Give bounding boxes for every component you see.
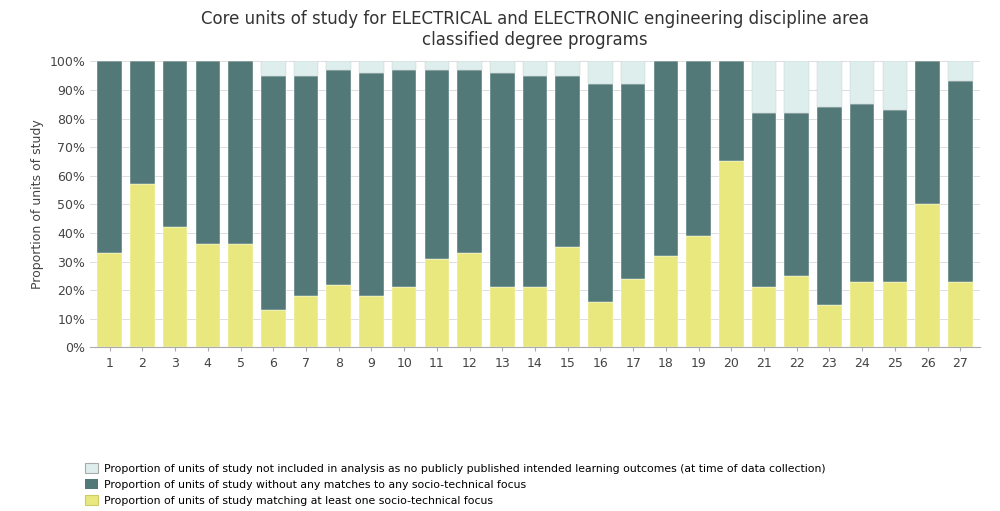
Bar xyxy=(621,61,645,84)
Bar xyxy=(425,61,449,70)
Bar xyxy=(817,305,842,347)
Bar xyxy=(752,113,776,287)
Bar xyxy=(588,301,613,347)
Bar xyxy=(326,70,351,285)
Bar xyxy=(261,310,286,347)
Bar xyxy=(654,61,678,256)
Bar xyxy=(425,70,449,259)
Bar xyxy=(883,110,907,282)
Bar xyxy=(719,161,744,347)
Bar xyxy=(130,61,155,184)
Bar xyxy=(555,61,580,76)
Bar xyxy=(97,253,122,347)
Bar xyxy=(359,61,384,73)
Bar xyxy=(196,61,220,244)
Bar xyxy=(294,76,318,296)
Bar xyxy=(163,227,187,347)
Legend: Proportion of units of study not included in analysis as no publicly published i: Proportion of units of study not include… xyxy=(85,463,825,505)
Bar xyxy=(817,107,842,305)
Bar xyxy=(326,61,351,70)
Bar xyxy=(425,259,449,347)
Bar xyxy=(621,84,645,279)
Bar xyxy=(294,296,318,347)
Bar xyxy=(261,61,286,76)
Bar xyxy=(686,61,711,236)
Y-axis label: Proportion of units of study: Proportion of units of study xyxy=(31,120,44,289)
Bar xyxy=(948,61,973,81)
Bar xyxy=(392,61,416,70)
Bar xyxy=(752,287,776,347)
Bar xyxy=(588,84,613,301)
Bar xyxy=(97,61,122,253)
Bar xyxy=(523,76,547,287)
Bar xyxy=(392,70,416,287)
Bar xyxy=(392,287,416,347)
Bar xyxy=(654,256,678,347)
Bar xyxy=(523,287,547,347)
Bar xyxy=(523,61,547,76)
Bar xyxy=(719,61,744,161)
Bar xyxy=(850,104,874,282)
Bar xyxy=(457,61,482,70)
Bar xyxy=(326,285,351,347)
Bar xyxy=(817,61,842,107)
Title: Core units of study for ELECTRICAL and ELECTRONIC engineering discipline area
cl: Core units of study for ELECTRICAL and E… xyxy=(201,10,869,49)
Bar xyxy=(359,296,384,347)
Bar xyxy=(784,276,809,347)
Bar xyxy=(490,61,515,73)
Bar xyxy=(784,113,809,276)
Bar xyxy=(555,247,580,347)
Bar xyxy=(686,236,711,347)
Bar xyxy=(915,61,940,204)
Bar xyxy=(948,81,973,282)
Bar xyxy=(261,76,286,310)
Bar xyxy=(555,76,580,247)
Bar xyxy=(850,282,874,347)
Bar xyxy=(752,61,776,113)
Bar xyxy=(490,73,515,287)
Bar xyxy=(228,61,253,244)
Bar xyxy=(883,282,907,347)
Bar xyxy=(784,61,809,113)
Bar xyxy=(163,61,187,227)
Bar xyxy=(883,61,907,110)
Bar xyxy=(130,184,155,347)
Bar xyxy=(457,253,482,347)
Bar xyxy=(490,287,515,347)
Bar xyxy=(915,204,940,347)
Bar xyxy=(294,61,318,76)
Bar xyxy=(457,70,482,253)
Bar xyxy=(621,279,645,347)
Bar xyxy=(948,282,973,347)
Bar xyxy=(196,244,220,347)
Bar xyxy=(228,244,253,347)
Bar xyxy=(359,73,384,296)
Bar xyxy=(850,61,874,104)
Bar xyxy=(588,61,613,84)
